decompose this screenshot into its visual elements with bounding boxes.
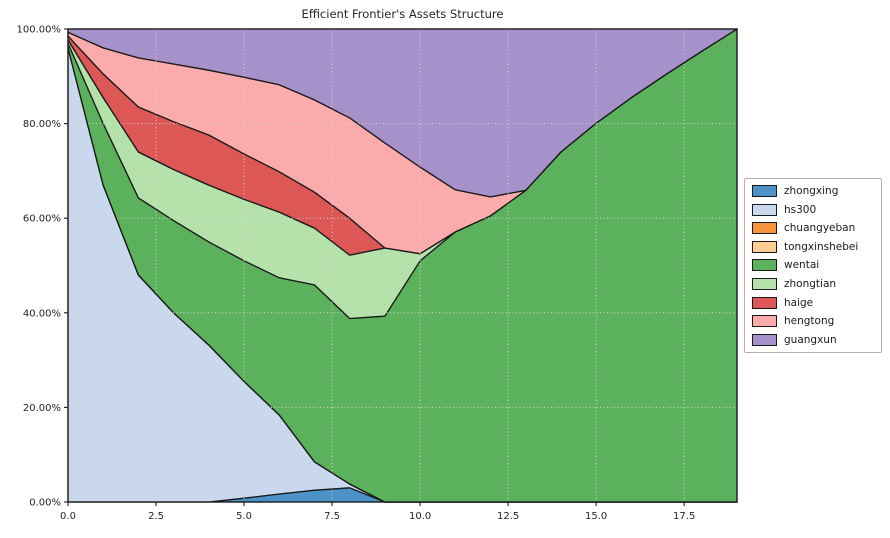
legend-item-guangxun: guangxun	[752, 333, 873, 347]
ytick-label: 0.00%	[29, 498, 61, 509]
legend-item-zhongtian: zhongtian	[752, 277, 873, 291]
legend-item-hs300: hs300	[752, 203, 873, 217]
legend-item-tongxinshebei: tongxinshebei	[752, 240, 873, 254]
legend-item-wentai: wentai	[752, 258, 873, 272]
ytick-label: 20.00%	[23, 403, 61, 414]
legend-item-hengtong: hengtong	[752, 314, 873, 328]
legend-swatch-hengtong	[752, 315, 777, 328]
legend-item-haige: haige	[752, 296, 873, 310]
axes-spines	[67, 28, 738, 503]
legend-label-hengtong: hengtong	[784, 315, 835, 328]
xtick-label: 10.0	[409, 511, 431, 522]
xtick-label: 12.5	[497, 511, 519, 522]
legend-label-haige: haige	[784, 296, 814, 309]
ytick-label: 80.00%	[23, 119, 61, 130]
legend-swatch-chuangyeban	[752, 222, 777, 235]
legend-label-guangxun: guangxun	[784, 333, 837, 346]
legend-swatch-hs300	[752, 203, 777, 216]
legend-label-wentai: wentai	[784, 259, 820, 272]
legend-swatch-haige	[752, 296, 777, 309]
xtick-label: 5.0	[236, 511, 252, 522]
xtick-label: 17.5	[673, 511, 695, 522]
chart-title: Efficient Frontier's Assets Structure	[301, 7, 504, 21]
legend-swatch-wentai	[752, 259, 777, 272]
legend-label-zhongxing: zhongxing	[784, 185, 839, 197]
ytick-label: 60.00%	[23, 214, 61, 225]
legend-label-hs300: hs300	[784, 203, 817, 216]
xtick-label: 7.5	[324, 511, 340, 522]
legend-label-chuangyeban: chuangyeban	[784, 222, 856, 235]
legend-item-zhongxing: zhongxing	[752, 184, 873, 198]
xtick-label: 15.0	[585, 511, 607, 522]
legend-swatch-guangxun	[752, 333, 777, 346]
legend-item-chuangyeban: chuangyeban	[752, 221, 873, 235]
legend-swatch-zhongxing	[752, 185, 777, 197]
legend: zhongxing hs300 chuangyeban tongxinshebei we…	[744, 178, 882, 353]
xtick-label: 0.0	[60, 511, 76, 522]
legend-label-zhongtian: zhongtian	[784, 277, 837, 290]
legend-label-tongxinshebei: tongxinshebei	[784, 240, 859, 253]
legend-swatch-zhongtian	[752, 277, 777, 290]
ytick-label: 100.00%	[17, 25, 62, 36]
ytick-label: 40.00%	[23, 308, 61, 319]
xtick-label: 2.5	[148, 511, 164, 522]
legend-swatch-tongxinshebei	[752, 240, 777, 253]
